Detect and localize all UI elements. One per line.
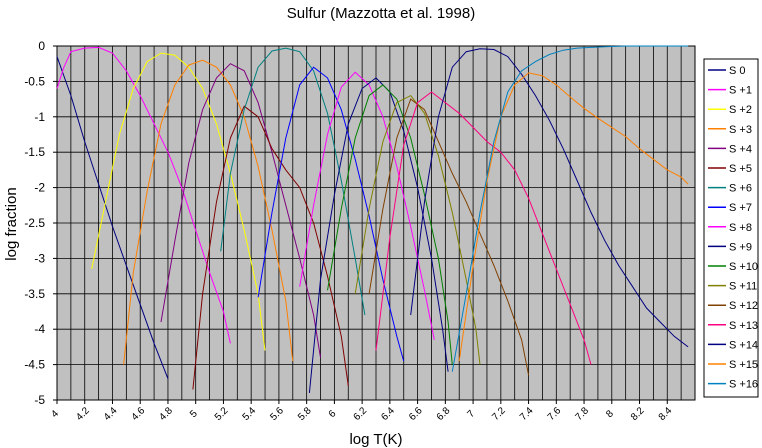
- legend-label: S +2: [729, 104, 752, 116]
- series-line: [257, 66, 405, 362]
- series-line: [192, 105, 349, 390]
- grid: [53, 45, 695, 401]
- series-line: [451, 45, 689, 372]
- x-tick-label: 6.2: [352, 405, 370, 423]
- y-tick-label: -0.5: [24, 74, 45, 88]
- legend-label: S +9: [729, 241, 752, 253]
- x-tick-label: 6.8: [435, 405, 453, 423]
- y-tick-label: -4.5: [24, 358, 45, 372]
- y-tick-label: -2: [34, 181, 45, 195]
- series-line: [368, 98, 530, 376]
- series-line: [299, 71, 435, 340]
- legend-label: S +3: [729, 124, 752, 136]
- x-tick-label: 8.2: [629, 405, 647, 423]
- legend-label: S +15: [729, 359, 758, 371]
- x-tick-label: 5.2: [213, 405, 231, 423]
- x-tick-label: 4.6: [130, 405, 148, 423]
- legend-label: S 0: [729, 65, 746, 77]
- series-line: [56, 46, 231, 344]
- series-lines: [56, 45, 689, 393]
- x-tick-label: 5.4: [241, 405, 259, 423]
- legend-label: S +13: [729, 320, 758, 332]
- series-line: [56, 56, 169, 379]
- series-line: [375, 91, 592, 365]
- y-tick-label: -3: [34, 251, 45, 265]
- x-tick-label: 8.4: [657, 405, 675, 423]
- legend: S 0 S +1 S +2 S +3 S +4 S +5 S +6 S +7 S +8 S +9 S…: [703, 58, 759, 398]
- legend-label: S +8: [729, 222, 752, 234]
- x-tick-label: 8: [604, 408, 616, 420]
- y-tick-label: -3.5: [24, 287, 45, 301]
- y-tick-label: -1: [34, 110, 45, 124]
- x-axis-title: log T(K): [349, 431, 402, 448]
- x-tick-label: 5.6: [268, 405, 286, 423]
- legend-label: S +10: [729, 261, 758, 273]
- x-tick-label: 7.8: [573, 405, 591, 423]
- x-tick-label: 5.8: [296, 405, 314, 423]
- legend-box: [703, 58, 759, 398]
- x-tick-label: 4.4: [102, 405, 120, 423]
- x-tick-label: 7: [465, 408, 477, 420]
- y-tick-labels: 0 -0.5 -1 -1.5 -2 -2.5 -3 -3.5 -4 -4.5 -5: [24, 39, 45, 407]
- series-line: [327, 84, 453, 365]
- legend-label: S +16: [729, 379, 758, 391]
- x-tick-label: 7.6: [546, 405, 564, 423]
- series-line: [160, 63, 321, 358]
- y-tick-label: 0: [38, 39, 45, 53]
- x-tick-label: 6.4: [379, 405, 397, 423]
- x-tick-label: 5: [188, 408, 200, 420]
- x-tick-label: 4: [49, 408, 61, 420]
- y-tick-label: -1.5: [24, 145, 45, 159]
- legend-label: S +7: [729, 202, 752, 214]
- series-line: [410, 48, 689, 348]
- series-line: [91, 52, 266, 351]
- y-tick-label: -2.5: [24, 216, 45, 230]
- x-tick-label: 6: [327, 408, 339, 420]
- series-line: [458, 72, 689, 362]
- y-tick-label: -4: [34, 322, 45, 336]
- legend-label: S +4: [729, 143, 752, 155]
- x-tick-label: 7.2: [490, 405, 508, 423]
- series-line: [354, 94, 481, 365]
- y-axis-title: log fraction: [3, 187, 20, 260]
- series-line: [123, 59, 294, 365]
- x-tick-label: 4.8: [157, 405, 175, 423]
- x-tick-labels: 4 4.2 4.4 4.6 4.8 5 5.2 5.4 5.6 5.8 6 6.2 6.4 6.6 6.8 7…: [49, 400, 675, 423]
- series-line: [220, 47, 366, 316]
- chart-title: Sulfur (Mazzotta et al. 1998): [287, 5, 475, 22]
- legend-label: S +14: [729, 339, 758, 351]
- y-tick-label: -5: [34, 393, 45, 407]
- legend-label: S +5: [729, 163, 752, 175]
- legend-label: S +12: [729, 300, 758, 312]
- legend-label: S +11: [729, 281, 757, 293]
- x-tick-label: 6.6: [407, 405, 425, 423]
- x-tick-label: 4.2: [74, 405, 92, 423]
- x-tick-label: 7.4: [518, 405, 536, 423]
- legend-label: S +1: [729, 85, 752, 97]
- legend-label: S +6: [729, 183, 752, 195]
